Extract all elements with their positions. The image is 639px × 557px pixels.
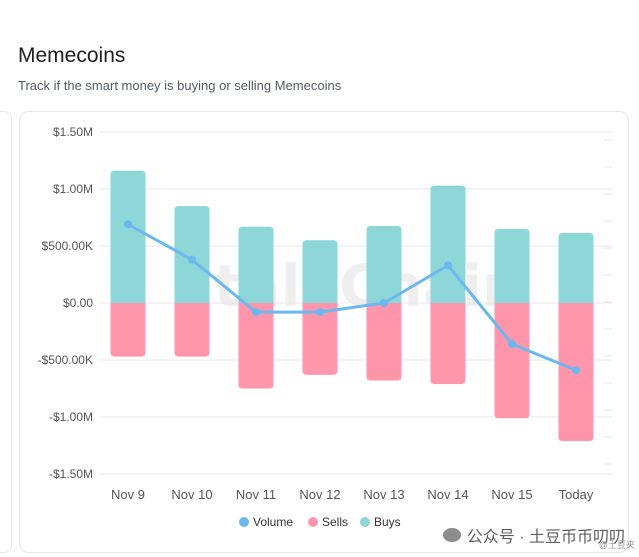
volume-point — [380, 299, 388, 307]
page-title: Memecoins — [18, 44, 126, 67]
sells-bar — [238, 303, 274, 389]
y-tick-label: $1.50M — [53, 125, 93, 139]
legend-label: Buys — [374, 515, 401, 529]
buys-bar — [494, 228, 530, 303]
legend-label: Sells — [322, 515, 348, 529]
y-tick-label: $1.00M — [53, 182, 93, 196]
sells-bar — [430, 303, 466, 384]
x-tick-label: Nov 13 — [363, 487, 404, 502]
buys-bar — [430, 185, 466, 303]
volume-series-line — [127, 223, 577, 372]
legend: Volume Sells Buys — [239, 515, 401, 529]
sells-bar — [494, 303, 530, 419]
footer-watermark-text: 公众号 · 土豆币币叨叨 — [466, 529, 625, 546]
buys-bar — [174, 206, 210, 303]
y-tick-label: -$500.00K — [38, 353, 93, 367]
sells-bar — [174, 303, 210, 357]
bars — [110, 170, 594, 441]
x-tick-label: Nov 11 — [236, 487, 276, 502]
sells-bar — [302, 303, 338, 375]
legend-item-volume: Volume — [239, 515, 293, 529]
volume-point — [508, 340, 516, 349]
buys-bar — [302, 240, 338, 303]
y-tick-label: $0.00 — [63, 296, 93, 310]
volume-point — [188, 255, 196, 264]
x-axis: Nov 9 Nov 10 Nov 11 Nov 12 Nov 13 Nov 14 Nov 1… — [111, 487, 594, 502]
sells-bar — [110, 303, 146, 357]
legend-item-buys: Buys — [360, 515, 401, 529]
x-tick-label: Nov 10 — [171, 487, 212, 502]
x-tick-label: Today — [559, 487, 594, 502]
y-tick-label: -$1.00M — [49, 410, 93, 424]
footer-watermark: 公众号 · 土豆币币叨叨 — [442, 523, 625, 547]
sells-bar — [366, 303, 402, 381]
x-tick-label: Nov 9 — [111, 487, 145, 502]
volume-point — [252, 308, 260, 317]
volume-point — [124, 220, 132, 229]
buys-bar — [110, 170, 146, 303]
footer-small-watermark: @土豆夹 — [598, 540, 635, 550]
volume-point — [572, 366, 580, 375]
buys-bar — [558, 232, 594, 303]
y-tick-label: $500.00K — [42, 239, 93, 253]
legend-swatch — [308, 517, 318, 527]
page-subtitle: Track if the smart money is buying or se… — [18, 78, 342, 93]
buys-bar — [238, 226, 274, 303]
x-tick-label: Nov 15 — [491, 487, 532, 502]
legend-item-sells: Sells — [308, 515, 348, 529]
x-tick-label: Nov 14 — [427, 487, 468, 502]
y-axis: $1.50M $1.00M $500.00K $0.00 -$500.00K -$1.00… — [38, 125, 94, 481]
buys-bar — [366, 226, 402, 303]
volume-point — [444, 261, 452, 270]
legend-label: Volume — [253, 515, 293, 529]
volume-line — [124, 220, 580, 375]
volume-point — [316, 308, 324, 317]
y-tick-label: -$1.50M — [49, 467, 93, 481]
adjacent-card-edge — [0, 111, 12, 553]
legend-swatch — [360, 517, 370, 527]
legend-swatch — [239, 517, 249, 527]
x-tick-label: Nov 12 — [299, 487, 340, 502]
wechat-icon — [442, 528, 461, 542]
